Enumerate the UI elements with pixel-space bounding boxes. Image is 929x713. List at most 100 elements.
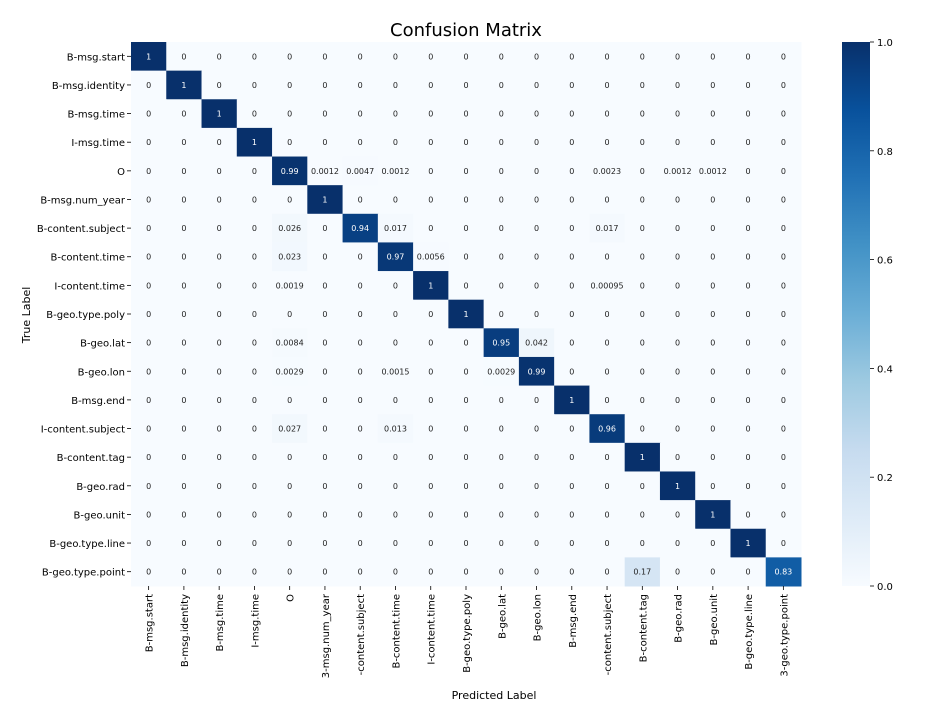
heatmap-cell [342,99,379,129]
heatmap-cell [518,442,555,472]
y-tick-label: B-geo.rad [76,482,125,493]
x-tick-label: 3-msg.num_year [321,593,332,678]
heatmap-cell [589,213,626,243]
cell-value-label: 0 [428,224,433,233]
heatmap-cell [765,500,802,530]
heatmap-cell [483,213,520,243]
heatmap-cell [342,414,379,444]
cell-value-label: 0 [499,568,504,577]
heatmap-cell [518,271,555,301]
heatmap-cell [554,70,590,100]
heatmap-cell [448,385,485,415]
heatmap-cell [695,385,731,415]
cell-value-label: 0 [569,253,574,262]
heatmap-cell [201,213,238,243]
heatmap-cell [413,356,449,387]
heatmap-cells: 1 0 0 0 0 0 0 0 0 0 0 0 0 0 0 0 0 0 0 0 1 0 0 0 0 0 0 0 0 0 0 0 0 0 0 0 0 0 0 0… [131,42,802,587]
heatmap-cell [730,42,767,72]
heatmap-cell [518,356,555,387]
cell-value-label: 0 [710,396,715,405]
heatmap-cell [589,70,626,100]
cell-value-label: 0 [146,396,151,405]
cell-value-label: 0 [605,110,610,119]
cell-value-label: 0 [428,510,433,519]
heatmap-cell [659,528,696,558]
heatmap-cell [307,127,344,158]
colorbar: 0.0 0.2 0.4 0.6 0.8 1.0 [842,38,893,593]
heatmap-cell [307,557,344,587]
cell-value-label: 0 [252,167,257,176]
cell-value-label: 0 [217,81,222,90]
cell-value-label: 0 [605,81,610,90]
heatmap-cell [659,328,696,358]
heatmap-cell [730,99,767,129]
cell-value-label: 0 [393,52,398,61]
cell-value-label: 0 [287,52,292,61]
cell-value-label: 0 [252,52,257,61]
cell-value-label: 0 [640,281,645,290]
cell-value-label: 0 [393,339,398,348]
cell-value-label: 0 [463,425,468,434]
cell-value-label: 0 [428,539,433,548]
cell-value-label: 0 [569,281,574,290]
cell-value-label: 0 [393,138,398,147]
heatmap-cell [377,500,414,530]
cell-value-label: 0 [181,510,186,519]
cell-value-label: 0 [252,568,257,577]
heatmap-cell [483,528,520,558]
cell-value-label: 0 [287,138,292,147]
cell-value-label: 0 [781,110,786,119]
cell-value-label: 0 [217,253,222,262]
heatmap-cell [342,213,379,243]
heatmap-cell [377,185,414,215]
heatmap-cell [166,99,203,129]
heatmap-cell [554,127,590,158]
cell-value-label: 0 [322,81,327,90]
x-tick-label: B-geo.unit [709,594,720,646]
cell-value-label: 0 [181,224,186,233]
cell-value-label: 0 [322,539,327,548]
cell-value-label: 0 [252,281,257,290]
y-tick-label: I-msg.time [71,138,125,149]
x-tick-label: B-geo.type.line [744,594,755,670]
heatmap-cell [377,442,414,472]
cell-value-label: 0 [322,310,327,319]
cell-value-label: 0 [463,482,468,491]
colorbar-tick-label: 0.6 [877,256,893,267]
cell-value-label: 0 [252,310,257,319]
heatmap-cell [166,213,203,243]
cell-value-label: 0.96 [598,425,616,434]
heatmap-cell [554,442,590,472]
cell-value-label: 0 [710,453,715,462]
heatmap-cell [166,299,203,329]
cell-value-label: 0 [358,253,363,262]
heatmap-cell [483,242,520,272]
cell-value-label: 1 [252,138,257,147]
heatmap-cell [589,42,626,72]
cell-value-label: 0 [534,52,539,61]
cell-value-label: 0 [781,482,786,491]
heatmap-cell [201,271,238,301]
cell-value-label: 0 [146,281,151,290]
cell-value-label: 0.0019 [276,281,304,290]
heatmap-cell [730,70,767,100]
heatmap-cell [272,99,308,129]
x-axis-label: Predicted Label [452,689,537,702]
heatmap-cell [342,471,379,501]
cell-value-label: 0 [605,482,610,491]
cell-value-label: 0.94 [351,224,369,233]
cell-value-label: 0 [252,367,257,376]
cell-value-label: 0 [499,81,504,90]
heatmap-cell [377,299,414,329]
heatmap-cell [554,213,590,243]
cell-value-label: 0 [181,453,186,462]
colorbar-tick-label: 0.2 [877,473,893,484]
heatmap-cell [730,471,767,501]
heatmap-cell [377,242,414,272]
cell-value-label: 0 [781,310,786,319]
cell-value-label: 0 [322,482,327,491]
cell-value-label: 0.0012 [311,167,339,176]
cell-value-label: 0.00095 [591,281,624,290]
cell-value-label: 0 [781,425,786,434]
cell-value-label: 0 [640,367,645,376]
